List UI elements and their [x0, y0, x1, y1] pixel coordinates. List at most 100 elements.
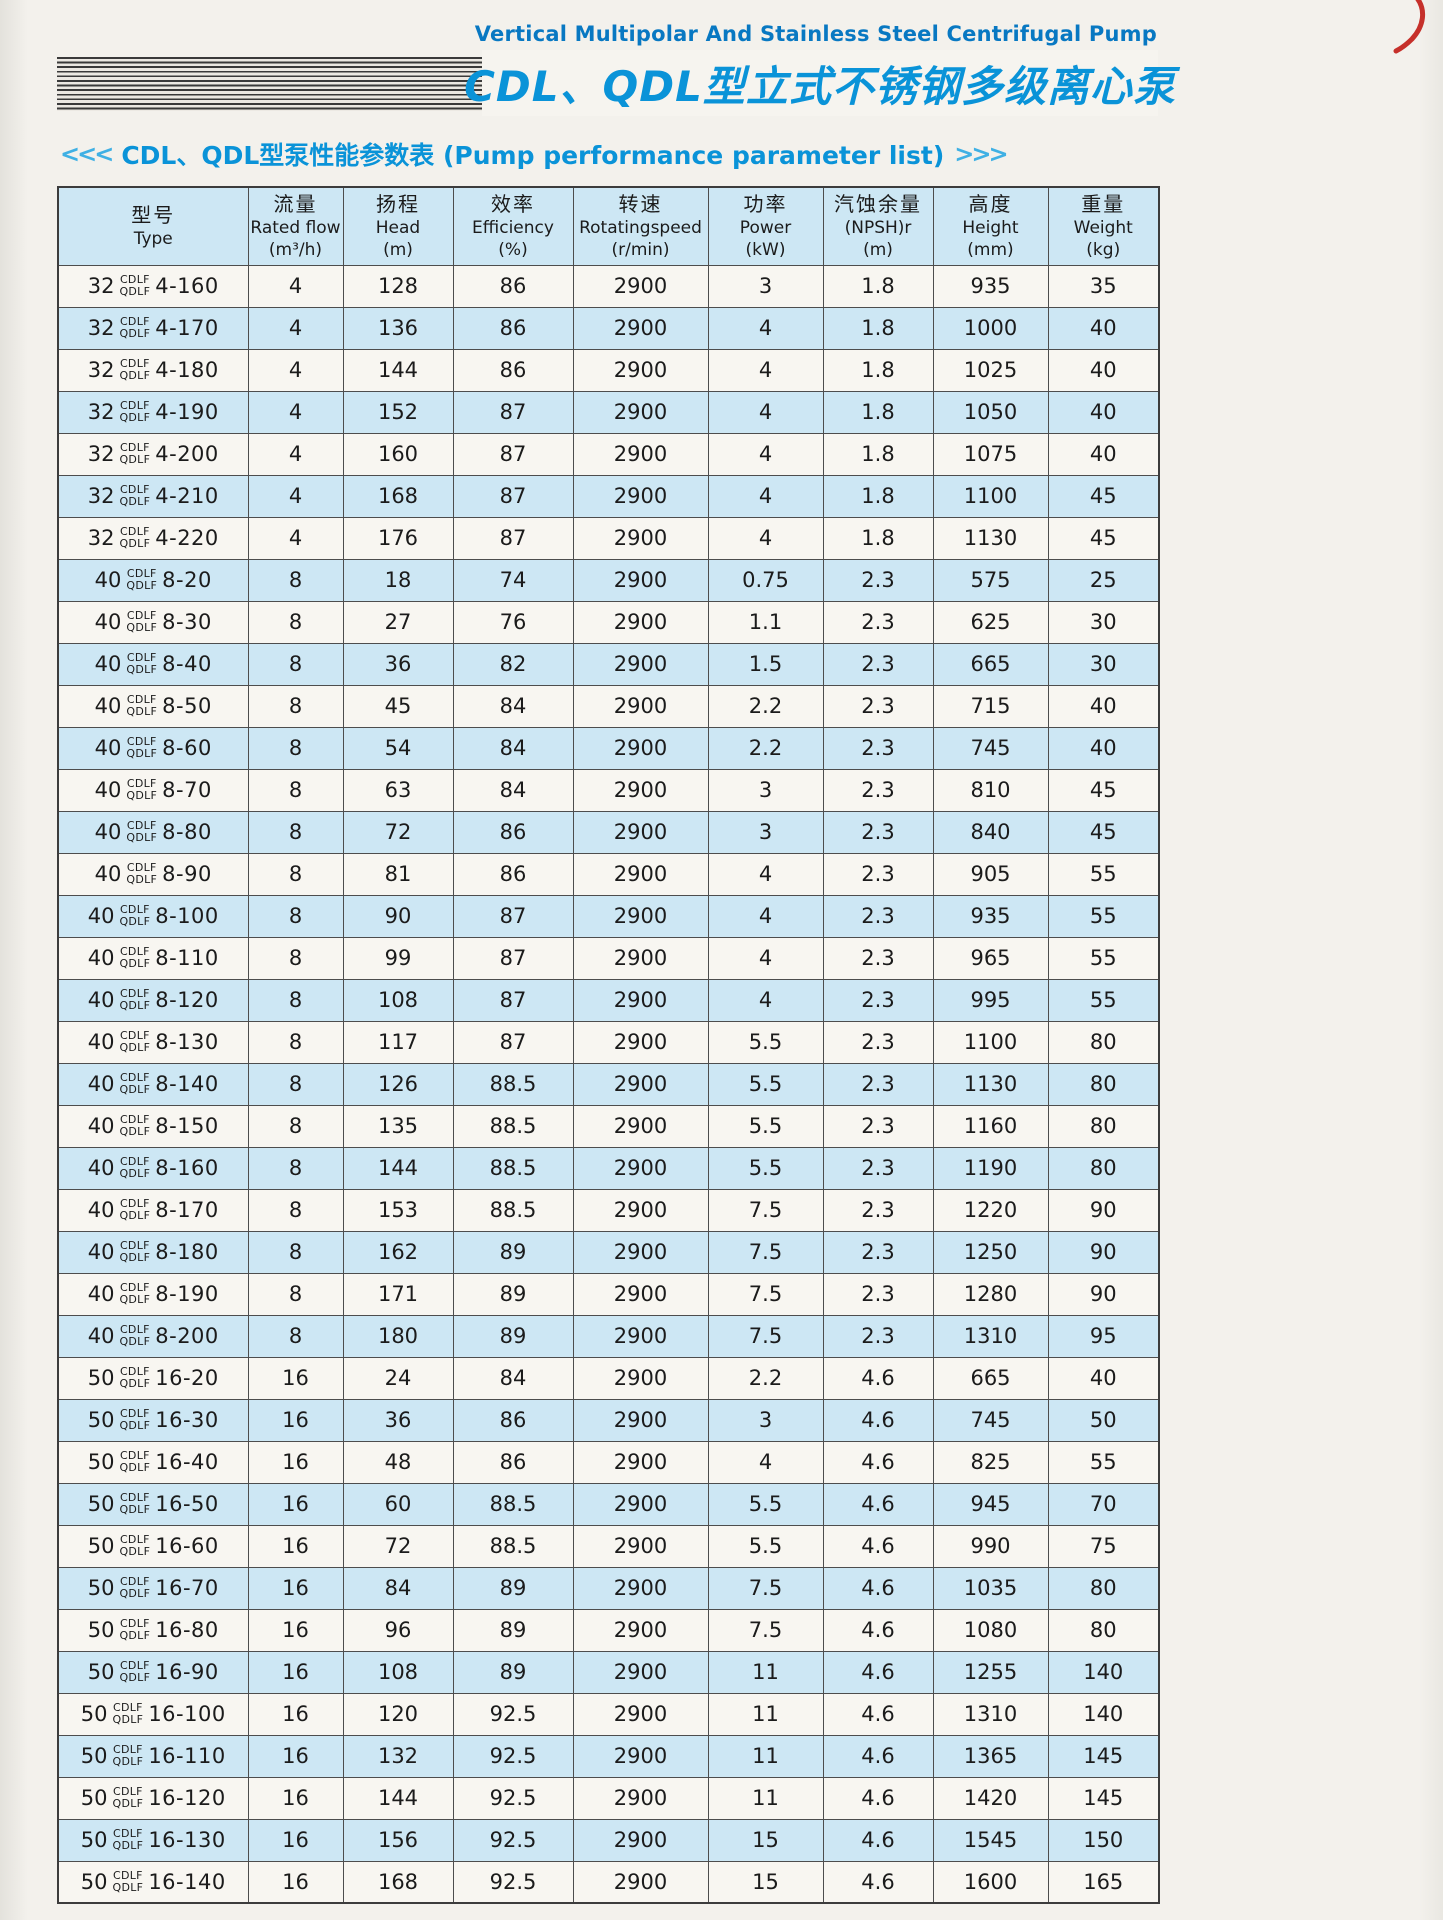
- column-header-flow: 流量 Rated flow (m³/h): [247, 186, 344, 266]
- type-size: 40: [87, 1114, 115, 1138]
- cell-rotating-speed: 2900: [572, 1734, 709, 1778]
- type-series-qdlf: QDLF: [126, 873, 158, 886]
- column-header-line: 高度: [968, 192, 1013, 217]
- type-series-cdlf: CDLF: [126, 650, 157, 664]
- cell-head: 96: [342, 1608, 454, 1652]
- cell-type: 50 CDLF QDLF 16-120: [57, 1776, 249, 1820]
- type-series-stack: CDLF QDLF: [119, 987, 150, 1012]
- column-header-line: 型号: [131, 203, 176, 228]
- type-size: 50: [80, 1744, 108, 1768]
- cell-head: 18: [342, 558, 454, 602]
- cell-rotating-speed: 2900: [572, 1062, 709, 1106]
- cell-type: 40 CDLF QDLF 8-170: [57, 1188, 249, 1232]
- type-label: 32 CDLF QDLF 4-160: [59, 273, 248, 298]
- type-size: 40: [87, 904, 115, 928]
- cell-rated-flow: 16: [247, 1692, 344, 1736]
- type-series-qdlf: QDLF: [119, 1461, 151, 1474]
- type-label: 50 CDLF QDLF 16-40: [59, 1448, 248, 1474]
- cell-weight: 55: [1047, 1440, 1160, 1484]
- cell-power: 3: [707, 768, 824, 812]
- type-series-stack: CDLF QDLF: [119, 399, 150, 424]
- cell-power: 7.5: [707, 1566, 824, 1610]
- cell-rated-flow: 8: [247, 852, 344, 896]
- cell-head: 144: [342, 1776, 454, 1820]
- type-size: 40: [94, 694, 122, 718]
- column-header-line: (r/min): [611, 240, 670, 261]
- cell-head: 24: [342, 1356, 454, 1400]
- cell-rated-flow: 8: [247, 1146, 344, 1190]
- cell-power: 4: [707, 516, 824, 560]
- cell-weight: 40: [1047, 1356, 1160, 1400]
- cell-type: 40 CDLF QDLF 8-20: [57, 558, 249, 602]
- type-series-qdlf: QDLF: [119, 537, 151, 550]
- type-series-stack: CDLF QDLF: [119, 1197, 151, 1222]
- cell-head: 156: [342, 1818, 454, 1862]
- cell-weight: 140: [1047, 1692, 1160, 1736]
- column-header-line: Rated flow: [250, 218, 341, 239]
- table-row: 50 CDLF QDLF 16-30 16 36 86 2900 3 4.6 7…: [57, 1398, 1160, 1442]
- cell-efficiency: 88.5: [452, 1188, 574, 1232]
- cell-npsh: 4.6: [822, 1398, 934, 1442]
- cell-efficiency: 87: [452, 474, 574, 518]
- cell-rotating-speed: 2900: [572, 306, 709, 350]
- type-model: 16-40: [155, 1450, 219, 1474]
- type-series-cdlf: CDLF: [119, 1154, 150, 1168]
- cell-rotating-speed: 2900: [572, 1860, 709, 1904]
- table-row: 40 CDLF QDLF 8-50 8 45 84 2900 2.2 2.3 7…: [57, 684, 1160, 728]
- cell-rated-flow: 8: [247, 1230, 344, 1274]
- type-series-stack: CDLF QDLF: [119, 1113, 150, 1138]
- cell-rotating-speed: 2900: [572, 474, 709, 518]
- cell-weight: 45: [1047, 768, 1160, 812]
- cell-type: 50 CDLF QDLF 16-40: [57, 1440, 249, 1484]
- cell-power: 2.2: [707, 726, 824, 770]
- type-series-cdlf: CDLF: [119, 524, 150, 538]
- type-size: 40: [94, 610, 122, 634]
- type-series-stack: CDLF QDLF: [119, 1407, 150, 1432]
- cell-rotating-speed: 2900: [572, 1230, 709, 1274]
- cell-rotating-speed: 2900: [572, 1482, 709, 1526]
- type-model: 8-80: [162, 820, 212, 844]
- cell-npsh: 2.3: [822, 1230, 934, 1274]
- type-model: 4-190: [155, 400, 219, 424]
- cell-rated-flow: 4: [247, 432, 344, 476]
- cell-efficiency: 88.5: [452, 1104, 574, 1148]
- type-series-stack: CDLF QDLF: [113, 1827, 144, 1852]
- cell-npsh: 1.8: [822, 264, 934, 308]
- cell-efficiency: 89: [452, 1650, 574, 1694]
- cell-rated-flow: 16: [247, 1734, 344, 1778]
- cell-power: 0.75: [707, 558, 824, 602]
- table-row: 40 CDLF QDLF 8-30 8 27 76 2900 1.1 2.3 6…: [57, 600, 1160, 644]
- cell-type: 50 CDLF QDLF 16-50: [57, 1482, 249, 1526]
- cell-rotating-speed: 2900: [572, 1776, 709, 1820]
- cell-rated-flow: 16: [247, 1650, 344, 1694]
- cell-head: 81: [342, 852, 454, 896]
- column-header-line: (m): [383, 240, 413, 261]
- cell-type: 50 CDLF QDLF 16-100: [57, 1692, 249, 1736]
- cell-rotating-speed: 2900: [572, 768, 709, 812]
- cell-power: 5.5: [707, 1062, 824, 1106]
- table-row: 40 CDLF QDLF 8-150 8 135 88.5 2900 5.5 2…: [57, 1104, 1160, 1148]
- cell-head: 160: [342, 432, 454, 476]
- cell-efficiency: 76: [452, 600, 574, 644]
- cell-efficiency: 87: [452, 936, 574, 980]
- cell-efficiency: 84: [452, 684, 574, 728]
- type-size: 50: [87, 1408, 115, 1432]
- type-label: 50 CDLF QDLF 16-110: [59, 1743, 248, 1768]
- type-series-cdlf: CDLF: [113, 1700, 143, 1714]
- type-label: 50 CDLF QDLF 16-80: [59, 1617, 248, 1642]
- type-size: 32: [87, 316, 115, 340]
- type-series-qdlf: QDLF: [119, 1209, 151, 1222]
- type-series-stack: CDLF QDLF: [119, 1154, 150, 1180]
- type-model: 16-110: [148, 1744, 226, 1768]
- type-series-stack: CDLF QDLF: [119, 1029, 150, 1054]
- type-series-stack: CDLF QDLF: [126, 567, 157, 592]
- type-series-cdlf: CDLF: [119, 1448, 150, 1462]
- cell-height: 810: [932, 768, 1049, 812]
- cell-efficiency: 86: [452, 1440, 574, 1484]
- type-model: 4-200: [155, 442, 219, 466]
- cell-type: 50 CDLF QDLF 16-20: [57, 1356, 249, 1400]
- cell-npsh: 2.3: [822, 810, 934, 854]
- type-series-qdlf: QDLF: [119, 1251, 151, 1264]
- cell-power: 7.5: [707, 1230, 824, 1274]
- table-row: 40 CDLF QDLF 8-110 8 99 87 2900 4 2.3 96…: [57, 936, 1160, 980]
